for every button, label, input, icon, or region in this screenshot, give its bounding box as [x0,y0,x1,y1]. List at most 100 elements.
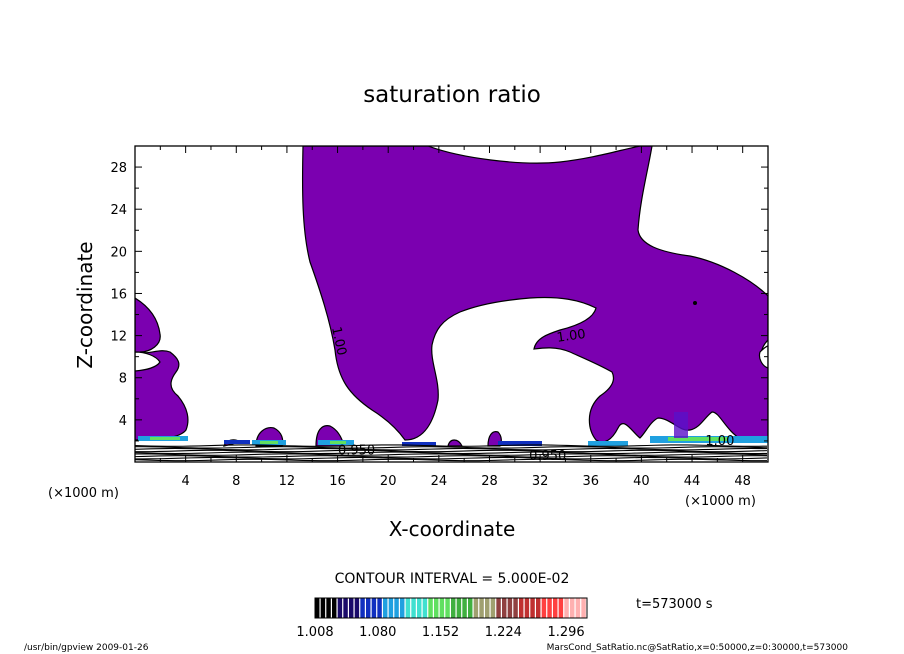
x-tick-label: 28 [481,474,498,489]
chart-title: saturation ratio [363,82,541,108]
colorbar-tick-label: 1.296 [547,625,584,640]
colorbar-tick-labels: 1.008 1.080 1.152 1.224 1.296 [296,625,584,640]
colorbar-swatch [349,598,354,618]
colorbar-swatch [490,598,496,618]
contour-label: 1.00 [556,327,587,346]
x-tick-label: 36 [582,474,599,489]
colorbar-swatch [468,598,473,618]
colorbar-swatch [354,598,360,618]
colorbar-swatch [513,598,518,618]
z-axis-unit: (×1000 m) [48,486,119,501]
colorbar-swatch [337,598,343,618]
x-tick-label: 16 [329,474,346,489]
colorbar-swatch [400,598,405,618]
contour-label: 1.00 [705,434,734,449]
plot-frame [134,145,769,463]
colorbar-swatch [541,598,547,618]
colorbar-swatch [581,598,586,618]
colorbar: 1.008 1.080 1.152 1.224 1.296 [296,597,588,640]
surface-contour-line [135,456,768,460]
colorbar-swatch [320,598,326,618]
x-tick-label: 4 [181,474,189,489]
colorbar-swatch [479,598,484,618]
contour-label: 0.950 [338,444,375,459]
x-axis-ticks: 4 8 12 16 20 24 28 32 36 40 44 48 [159,146,751,489]
colorbar-swatch [570,598,575,618]
contour-labels: 1.00 1.00 1.00 0.950 0.950 [328,325,734,463]
y-tick-label: 20 [110,245,127,260]
colorbar-swatch [547,598,552,618]
y-tick-label: 4 [119,414,127,429]
contour-label: 1.00 [328,325,349,356]
surface-contour-line [135,451,768,455]
colorbar-tick-label: 1.008 [296,625,333,640]
colorbar-swatch [519,598,524,618]
colorbar-swatch [558,598,564,618]
colorbar-swatch [524,598,530,618]
x-tick-label: 48 [734,474,751,489]
y-tick-label: 8 [119,372,127,387]
colorbar-swatch [428,598,433,618]
colorbar-stripes [315,598,586,618]
saturated-region-left-notch [135,351,161,372]
colorbar-swatch [394,598,399,618]
plot-area: 1.00 1.001.000.950 0.950 4 8 12 16 20 24 28 32 36 4… [110,145,769,489]
unsaturated-hole [758,345,768,369]
surface-contour-line [135,446,768,449]
colorbar-frame [314,597,588,619]
colorbar-swatch [383,598,388,618]
surface-contour-line [135,455,768,458]
colorbar-swatch [462,598,467,618]
x-tick-label: 40 [633,474,650,489]
colorbar-swatch [315,598,320,618]
colorbar-swatch [507,598,513,618]
x-tick-label: 12 [279,474,296,489]
colorbar-swatch [326,598,331,618]
colorbar-swatch [485,598,490,618]
surface-contour-line [135,458,768,462]
colorbar-swatch [388,598,394,618]
x-tick-label: 8 [232,474,240,489]
y-tick-label: 12 [110,330,127,345]
surface-contour-line [135,453,768,456]
colorbar-swatch [434,598,439,618]
colorbar-swatch [332,598,337,618]
y-axis-label: Z-coordinate [73,241,97,368]
surface-contour-line [135,449,768,453]
colorbar-swatch [451,598,456,618]
colorbar-swatch [360,598,365,618]
y-tick-label: 28 [110,161,127,176]
saturated-region-main [301,146,768,443]
colorbar-swatch [536,598,541,618]
colorbar-swatch [564,598,569,618]
colorbar-swatch [456,598,462,618]
colorbar-swatch [496,598,501,618]
colorbar-swatch [405,598,411,618]
colorbar-swatch [473,598,479,618]
high-ratio-patches [138,412,768,446]
x-tick-label: 20 [380,474,397,489]
contour-fill-layer [135,146,768,462]
x-tick-label: 44 [684,474,701,489]
surface-contour-line [135,444,768,447]
footer-right: MarsCond_SatRatio.nc@SatRatio,x=0:50000,… [547,643,849,653]
colorbar-tick-label: 1.152 [422,625,459,640]
colorbar-swatch [417,598,422,618]
surface-contour-line [135,447,768,451]
colorbar-swatch [366,598,371,618]
colorbar-swatch [553,598,558,618]
saturated-bumps [223,425,502,447]
saturated-region-left [135,297,189,441]
colorbar-swatch [530,598,535,618]
contour-interval-text: CONTOUR INTERVAL = 5.000E-02 [335,571,570,587]
small-contour-dot [693,301,697,305]
time-text: t=573000 s [636,597,713,612]
colorbar-swatch [575,598,581,618]
colorbar-swatch [502,598,507,618]
colorbar-tick-label: 1.080 [359,625,396,640]
colorbar-swatch [411,598,416,618]
colorbar-swatch [377,598,382,618]
colorbar-swatch [439,598,445,618]
surface-contour-bands [135,444,768,462]
